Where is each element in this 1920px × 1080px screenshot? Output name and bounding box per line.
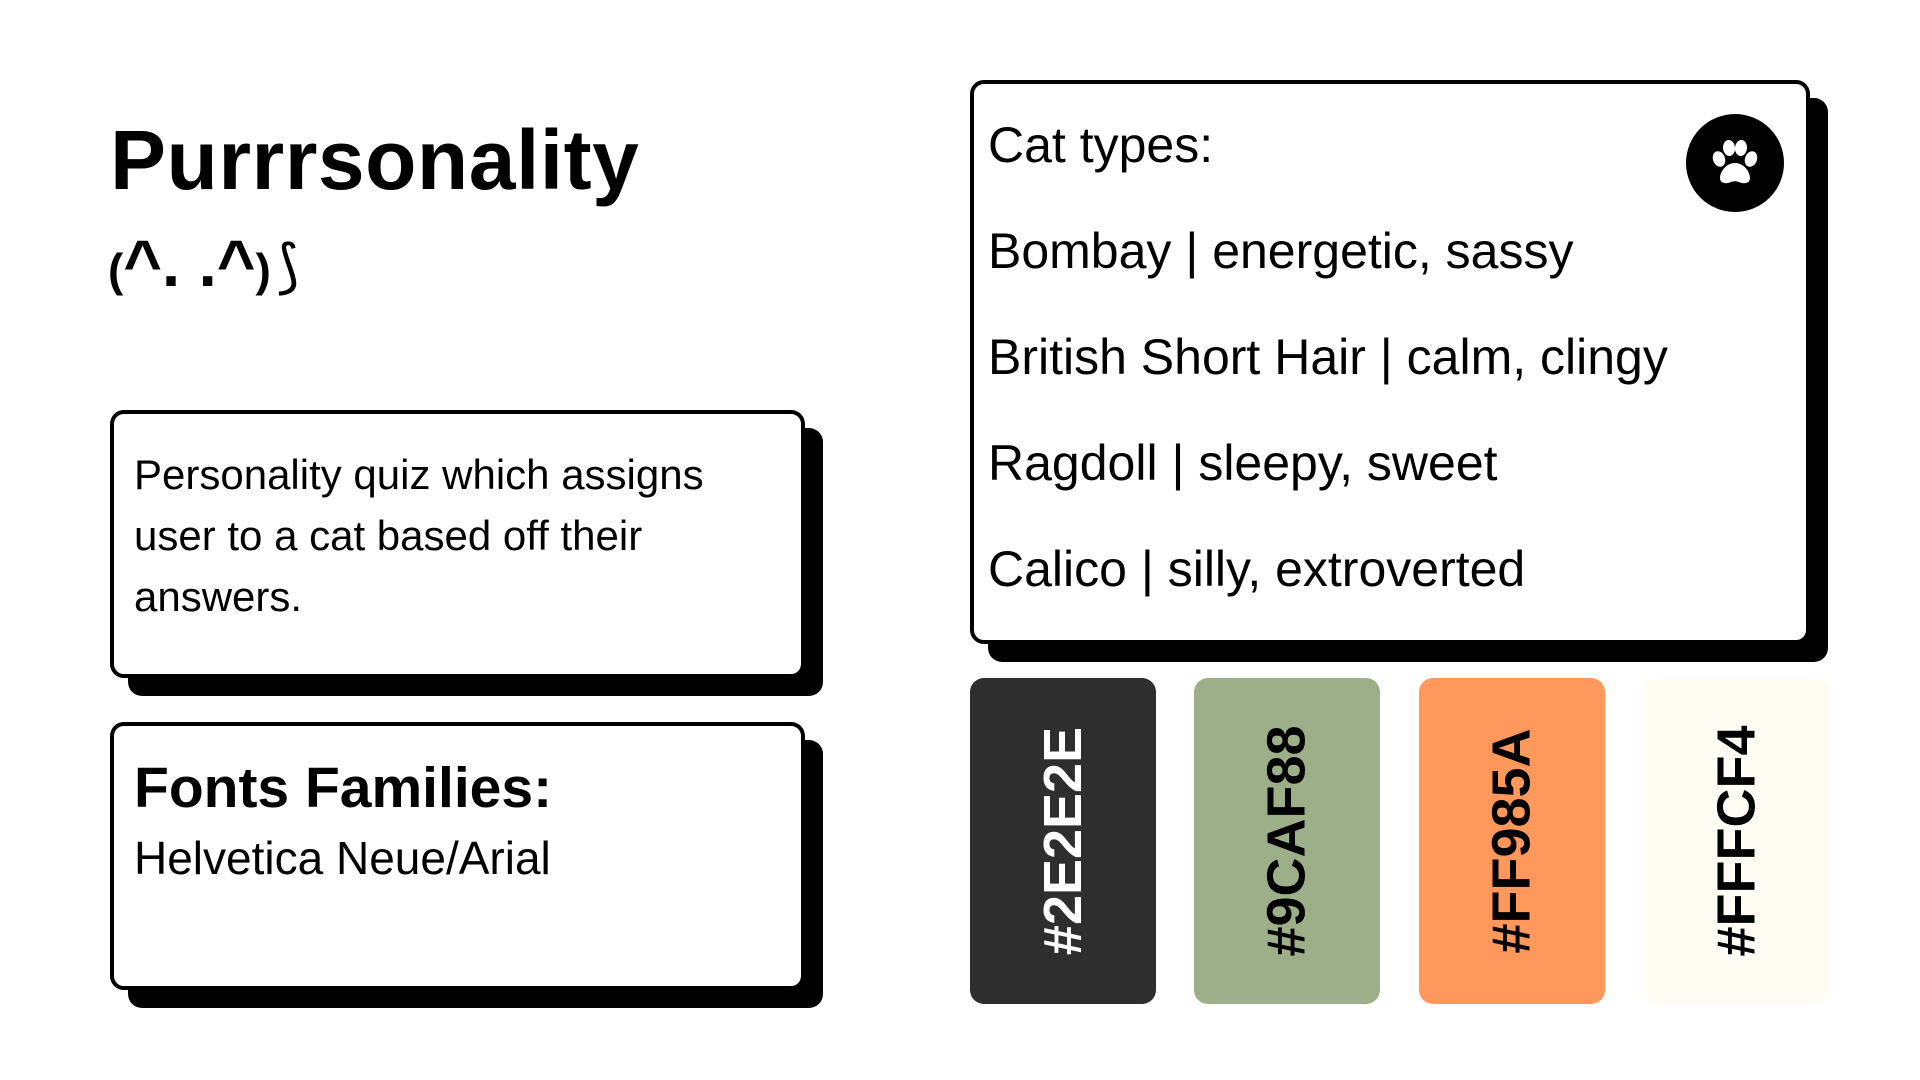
description-card: Personality quiz which assigns user to a… [110, 410, 805, 678]
page-title: Purrrsonality [110, 113, 640, 207]
cat-type-item: Ragdoll | sleepy, sweet [988, 435, 1498, 491]
cat-type-item: Bombay | energetic, sassy [988, 223, 1574, 279]
color-swatch: #FFFCF4 [1643, 678, 1829, 1004]
swatch-hex-label: #2E2E2E [1033, 726, 1093, 956]
kaomoji-open-paren: ( [108, 244, 124, 296]
fonts-card: Fonts Families: Helvetica Neue/Arial [110, 722, 805, 990]
cat-types-heading: Cat types: [988, 117, 1214, 173]
color-swatch: #FF985A [1419, 678, 1605, 1004]
color-swatch: #9CAF88 [1194, 678, 1380, 1004]
swatch-hex-label: #9CAF88 [1257, 725, 1318, 957]
cat-type-item: British Short Hair | calm, clingy [988, 329, 1668, 385]
cat-types-card: Cat types: Bombay | energetic, sassy Bri… [970, 80, 1810, 644]
kaomoji-close-paren: ) [255, 244, 271, 296]
cat-type-item: Calico | silly, extroverted [988, 541, 1526, 597]
kaomoji-tail: ⟆ [276, 232, 300, 300]
fonts-heading: Fonts Families: [134, 756, 553, 820]
swatch-hex-label: #FF985A [1482, 728, 1543, 954]
swatch-hex-label: #FFFCF4 [1706, 725, 1767, 957]
cat-kaomoji: (^. .^) ⟆ [108, 230, 299, 296]
description-text: Personality quiz which assigns user to a… [134, 451, 704, 620]
cat-types-list: Bombay | energetic, sassy British Short … [988, 226, 1792, 594]
color-swatch: #2E2E2E [970, 678, 1156, 1004]
paw-icon-glyph [1712, 140, 1758, 184]
kaomoji-face: ^. .^ [123, 226, 256, 300]
fonts-value: Helvetica Neue/Arial [134, 832, 551, 884]
paw-icon [1686, 114, 1784, 212]
